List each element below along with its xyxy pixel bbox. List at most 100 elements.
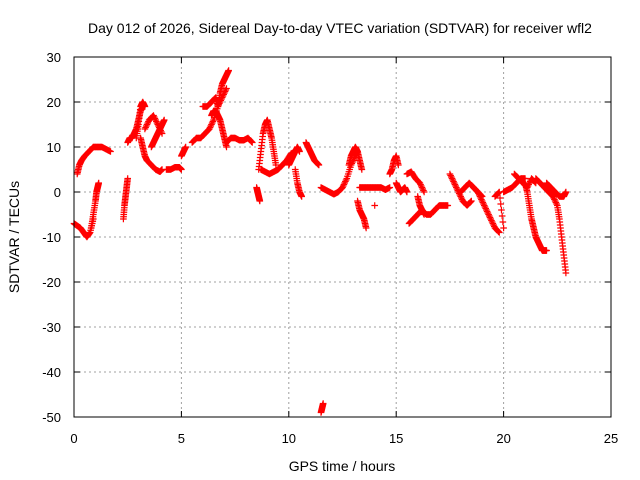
data-point: [340, 181, 348, 188]
data-point: [495, 228, 502, 236]
data-point: [298, 193, 305, 200]
data-point: [342, 178, 349, 185]
data-point: [498, 206, 505, 214]
data-point: [487, 215, 495, 223]
series-s20: [291, 166, 305, 200]
data-point: [497, 200, 505, 208]
data-point: [141, 103, 149, 110]
data-point: [450, 179, 458, 187]
series-s4: [120, 175, 131, 223]
data-point: [478, 197, 486, 205]
data-point: [182, 143, 189, 151]
data-point: [551, 196, 558, 203]
data-point: [418, 184, 426, 191]
data-point: [296, 148, 303, 155]
data-point: [500, 224, 507, 232]
data-point: [476, 193, 484, 200]
data-point: [219, 92, 227, 100]
data-point: [553, 200, 560, 208]
data-point: [206, 125, 213, 133]
data-point: [248, 139, 256, 146]
series-s27: [371, 202, 379, 209]
chart-title: Day 012 of 2026, Sidereal Day-to-day VTE…: [88, 20, 592, 36]
data-point: [362, 224, 370, 232]
data-point: [475, 191, 483, 199]
data-point: [341, 179, 348, 187]
plot-frame: [73, 56, 612, 418]
data-point: [248, 138, 255, 146]
data-point: [550, 194, 558, 202]
data-point: [151, 115, 159, 122]
data-point: [124, 175, 131, 182]
y-axis-label: SDTVAR / TECUs: [6, 181, 22, 293]
data-point: [446, 170, 454, 178]
y-tick-label-minus10: -10: [42, 230, 61, 245]
series-s9: [148, 116, 168, 151]
x-tick-label-15: 15: [389, 431, 403, 446]
data-point: [483, 206, 490, 214]
data-point: [342, 176, 350, 184]
x-tick-label-20: 20: [496, 431, 510, 446]
data-point: [452, 182, 459, 190]
series-s2: [73, 143, 114, 178]
data-point: [562, 269, 570, 277]
data-point: [451, 181, 459, 188]
x-tick-label-10: 10: [282, 431, 296, 446]
series-s13: [199, 67, 232, 110]
data-point: [480, 202, 488, 209]
data-point: [143, 122, 150, 130]
data-point: [142, 124, 149, 131]
data-point: [206, 124, 214, 131]
x-tick-label-0: 0: [70, 431, 77, 446]
data-point: [477, 194, 484, 202]
data-point: [319, 400, 327, 407]
series-s6: [132, 98, 149, 142]
data-point: [499, 218, 507, 226]
data-point: [256, 197, 264, 205]
series-s23: [317, 148, 361, 198]
data-point: [153, 119, 161, 127]
data-point: [467, 198, 474, 206]
data-point: [450, 178, 457, 185]
series-s39: [521, 179, 550, 254]
series-s15: [223, 134, 256, 146]
series-s22: [317, 400, 327, 416]
data-point: [494, 227, 502, 235]
series-s21: [302, 139, 323, 169]
data-point: [339, 182, 347, 190]
data-point: [141, 125, 149, 133]
y-tick-labels: 30 20 10 0 -10 -20 -30 -40 -50: [42, 50, 61, 425]
series-s19: [285, 143, 303, 169]
data-point: [486, 214, 494, 221]
data-point: [489, 220, 497, 227]
data-point: [483, 208, 491, 215]
data-point: [552, 199, 560, 206]
data-point: [178, 166, 185, 173]
data-point: [543, 247, 550, 254]
y-tick-label-minus20: -20: [42, 275, 61, 290]
x-axis-label: GPS time / hours: [289, 458, 396, 474]
data-point: [448, 175, 456, 182]
data-point: [481, 203, 489, 211]
data-point: [152, 116, 159, 124]
data-point: [444, 202, 452, 209]
data-point: [395, 161, 402, 169]
data-point: [482, 205, 489, 212]
data-point: [488, 218, 496, 226]
series-s30: [403, 168, 428, 196]
data-point: [403, 188, 411, 196]
data-point: [143, 121, 151, 128]
data-point: [485, 212, 493, 220]
y-tick-label-30: 30: [47, 50, 61, 65]
data-point: [417, 181, 424, 188]
y-tick-label-minus30: -30: [42, 320, 61, 335]
data-point: [484, 209, 492, 217]
data-point: [225, 67, 232, 74]
data-point: [150, 112, 157, 119]
data-point: [480, 200, 487, 208]
data-point: [371, 202, 379, 209]
data-point: [498, 212, 506, 220]
series-s29: [392, 179, 411, 196]
data-point: [420, 187, 427, 194]
